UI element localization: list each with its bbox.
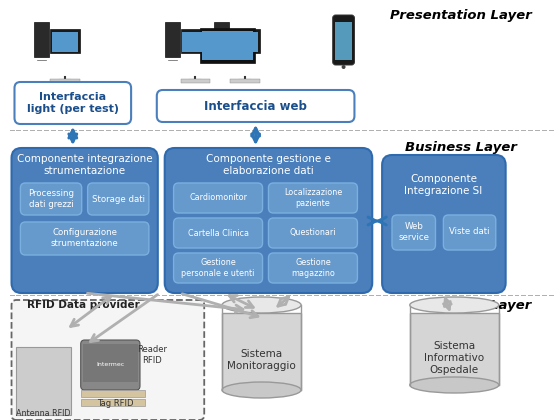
Text: Interfaccia
light (per test): Interfaccia light (per test) (27, 92, 119, 114)
Bar (232, 32, 258, 52)
Text: Componente integrazione
strumentazione: Componente integrazione strumentazione (17, 154, 152, 176)
Bar (50, 79, 80, 83)
FancyBboxPatch shape (200, 28, 255, 63)
FancyBboxPatch shape (157, 90, 354, 122)
Bar (202, 31, 253, 60)
FancyBboxPatch shape (333, 15, 354, 65)
Text: Presentation Layer: Presentation Layer (390, 8, 532, 21)
Ellipse shape (222, 382, 301, 398)
FancyBboxPatch shape (12, 300, 204, 420)
FancyBboxPatch shape (268, 183, 357, 213)
Text: Web
service: Web service (398, 222, 430, 241)
Bar (81, 399, 145, 406)
FancyBboxPatch shape (268, 218, 357, 248)
Text: RFID Data provider: RFID Data provider (27, 300, 140, 310)
FancyBboxPatch shape (20, 222, 149, 255)
Ellipse shape (222, 297, 301, 313)
Text: Storage dati: Storage dati (92, 194, 144, 204)
Text: Componente gestione e
elaborazione dati: Componente gestione e elaborazione dati (206, 154, 331, 176)
Text: Gestione
magazzino: Gestione magazzino (291, 258, 335, 278)
Bar (180, 79, 210, 83)
FancyBboxPatch shape (165, 148, 372, 293)
FancyBboxPatch shape (174, 218, 263, 248)
FancyBboxPatch shape (444, 215, 496, 250)
Circle shape (342, 65, 346, 69)
Ellipse shape (410, 377, 499, 393)
Text: Data Layer: Data Layer (450, 299, 531, 312)
FancyBboxPatch shape (87, 183, 149, 215)
Text: Business Layer: Business Layer (405, 142, 517, 155)
FancyBboxPatch shape (15, 82, 131, 124)
Text: Cardiomonitor: Cardiomonitor (189, 194, 247, 202)
Text: Tag RFID: Tag RFID (97, 399, 133, 407)
Text: Gestione
personale e utenti: Gestione personale e utenti (181, 258, 255, 278)
FancyBboxPatch shape (34, 22, 49, 57)
Text: Sistema
Monitoraggio: Sistema Monitoraggio (227, 349, 296, 371)
Text: Questionari: Questionari (290, 228, 336, 237)
Text: Antenna RFID: Antenna RFID (16, 409, 71, 417)
FancyBboxPatch shape (165, 22, 180, 57)
Ellipse shape (410, 297, 499, 313)
Text: Interfaccia web: Interfaccia web (204, 100, 307, 113)
FancyBboxPatch shape (214, 22, 229, 57)
FancyBboxPatch shape (268, 253, 357, 283)
FancyBboxPatch shape (174, 253, 263, 283)
Text: Reader
RFID: Reader RFID (137, 345, 167, 365)
Text: Intermec: Intermec (96, 362, 124, 368)
Bar (52, 32, 78, 52)
Bar (230, 79, 260, 83)
Bar (222, 313, 301, 390)
Text: Viste dati: Viste dati (449, 228, 489, 236)
FancyBboxPatch shape (230, 29, 260, 53)
Text: Componente
Integrazione SI: Componente Integrazione SI (404, 174, 483, 196)
Text: Cartella Clinica: Cartella Clinica (188, 228, 249, 237)
FancyBboxPatch shape (174, 183, 263, 213)
Bar (335, 22, 352, 60)
Bar (410, 313, 499, 385)
Bar (83, 344, 138, 382)
FancyBboxPatch shape (81, 340, 140, 390)
Bar (183, 32, 208, 52)
Text: Configurazione
strumentazione: Configurazione strumentazione (51, 228, 119, 248)
Bar (81, 390, 145, 397)
FancyBboxPatch shape (392, 215, 436, 250)
Text: Sistema
Informativo
Ospedale: Sistema Informativo Ospedale (424, 341, 484, 375)
FancyBboxPatch shape (12, 148, 158, 293)
Text: Processing
dati grezzi: Processing dati grezzi (28, 189, 74, 209)
Text: Localizzazione
paziente: Localizzazione paziente (284, 188, 342, 208)
FancyBboxPatch shape (382, 155, 506, 293)
FancyBboxPatch shape (50, 29, 80, 53)
FancyBboxPatch shape (20, 183, 82, 215)
FancyBboxPatch shape (16, 347, 71, 415)
FancyBboxPatch shape (180, 29, 210, 53)
